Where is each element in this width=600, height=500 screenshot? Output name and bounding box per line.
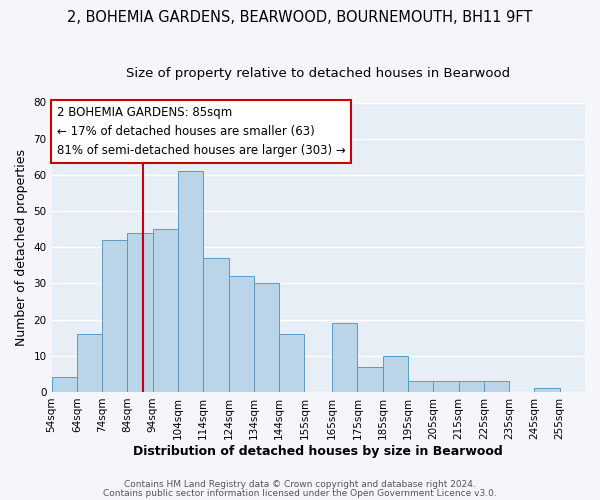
Text: Contains HM Land Registry data © Crown copyright and database right 2024.: Contains HM Land Registry data © Crown c…	[124, 480, 476, 489]
Bar	[408, 381, 433, 392]
Bar	[152, 229, 178, 392]
Bar	[203, 258, 229, 392]
Bar	[127, 233, 152, 392]
Bar	[484, 381, 509, 392]
Bar	[433, 381, 458, 392]
Bar	[229, 276, 254, 392]
X-axis label: Distribution of detached houses by size in Bearwood: Distribution of detached houses by size …	[133, 444, 503, 458]
Bar	[178, 171, 203, 392]
Bar	[254, 284, 279, 392]
Bar	[358, 366, 383, 392]
Bar	[102, 240, 127, 392]
Text: 2, BOHEMIA GARDENS, BEARWOOD, BOURNEMOUTH, BH11 9FT: 2, BOHEMIA GARDENS, BEARWOOD, BOURNEMOUT…	[67, 10, 533, 25]
Bar	[52, 378, 77, 392]
Title: Size of property relative to detached houses in Bearwood: Size of property relative to detached ho…	[126, 68, 511, 80]
Bar	[77, 334, 102, 392]
Bar	[279, 334, 304, 392]
Bar	[332, 323, 358, 392]
Text: Contains public sector information licensed under the Open Government Licence v3: Contains public sector information licen…	[103, 488, 497, 498]
Text: 2 BOHEMIA GARDENS: 85sqm
← 17% of detached houses are smaller (63)
81% of semi-d: 2 BOHEMIA GARDENS: 85sqm ← 17% of detach…	[56, 106, 346, 157]
Bar	[383, 356, 408, 392]
Bar	[458, 381, 484, 392]
Bar	[535, 388, 560, 392]
Y-axis label: Number of detached properties: Number of detached properties	[15, 148, 28, 346]
